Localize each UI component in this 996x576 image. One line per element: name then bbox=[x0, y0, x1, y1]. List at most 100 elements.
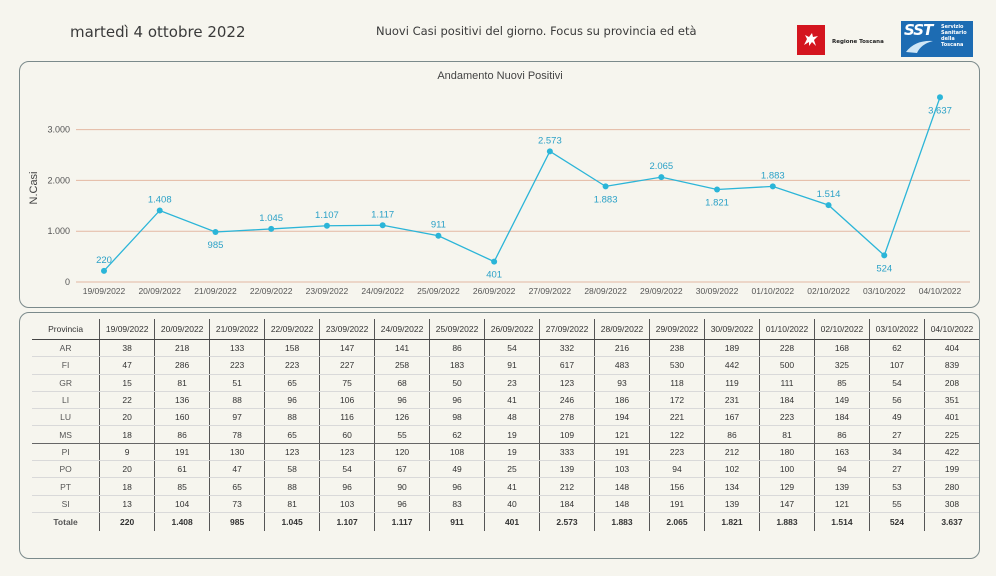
data-point bbox=[602, 183, 609, 190]
province-cell: LU bbox=[32, 408, 100, 427]
count-cell: 134 bbox=[703, 477, 760, 496]
count-cell: 223 bbox=[209, 356, 265, 375]
count-cell: 67 bbox=[374, 460, 430, 479]
count-cell: 123 bbox=[264, 443, 320, 462]
count-cell: 18 bbox=[99, 477, 155, 496]
count-cell: 483 bbox=[594, 356, 650, 375]
total-label: Totale bbox=[32, 511, 100, 531]
count-cell: 81 bbox=[264, 495, 320, 513]
count-cell: 19 bbox=[484, 425, 540, 444]
count-cell: 333 bbox=[539, 443, 595, 462]
count-cell: 85 bbox=[154, 477, 210, 496]
data-label: 524 bbox=[876, 263, 892, 274]
data-label: 911 bbox=[431, 220, 446, 231]
count-cell: 122 bbox=[649, 425, 705, 444]
data-label: 1.045 bbox=[259, 213, 283, 224]
column-header-date: 04/10/2022 bbox=[923, 319, 979, 340]
column-header-date: 25/09/2022 bbox=[429, 319, 485, 340]
column-header-date: 28/09/2022 bbox=[594, 319, 650, 340]
count-cell: 325 bbox=[813, 356, 870, 375]
count-cell: 184 bbox=[813, 408, 870, 427]
total-cell: 1.883 bbox=[594, 511, 650, 531]
data-point bbox=[491, 258, 498, 265]
count-cell: 212 bbox=[703, 443, 760, 462]
table-row: MS 18 86 78 65 60 55 62 19 109 121 122 86 81 86 27 225 bbox=[32, 425, 979, 444]
x-tick-label: 25/09/2022 bbox=[417, 286, 460, 296]
x-tick-label: 23/09/2022 bbox=[306, 286, 349, 296]
count-cell: 442 bbox=[703, 356, 760, 375]
count-cell: 148 bbox=[594, 495, 650, 513]
count-cell: 54 bbox=[484, 339, 540, 358]
province-cell: LI bbox=[32, 391, 100, 410]
data-point bbox=[937, 94, 943, 101]
x-tick-label: 24/09/2022 bbox=[361, 286, 404, 296]
data-label: 1.514 bbox=[817, 189, 841, 200]
table-row: FI 47 286 223 223 227 258 183 91 617 483 530 442 500 3… bbox=[32, 356, 979, 375]
y-tick-label: 3.000 bbox=[47, 125, 70, 135]
count-cell: 401 bbox=[923, 408, 979, 427]
count-cell: 51 bbox=[209, 374, 265, 392]
count-cell: 286 bbox=[154, 356, 210, 375]
count-cell: 98 bbox=[429, 408, 485, 427]
total-cell: 911 bbox=[429, 511, 485, 531]
count-cell: 258 bbox=[374, 356, 430, 375]
data-label: 1.408 bbox=[148, 194, 172, 205]
count-cell: 218 bbox=[154, 339, 210, 358]
count-cell: 208 bbox=[923, 374, 979, 392]
count-cell: 332 bbox=[539, 339, 595, 358]
total-cell: 1.883 bbox=[758, 511, 815, 531]
count-cell: 49 bbox=[868, 408, 925, 427]
count-cell: 500 bbox=[758, 356, 815, 375]
count-cell: 100 bbox=[758, 460, 815, 479]
data-label: 1.117 bbox=[371, 209, 394, 220]
count-cell: 223 bbox=[264, 356, 320, 375]
data-point bbox=[546, 148, 553, 155]
count-cell: 81 bbox=[154, 374, 210, 392]
x-tick-label: 30/09/2022 bbox=[696, 286, 739, 296]
count-cell: 160 bbox=[154, 408, 210, 427]
column-header-date: 23/09/2022 bbox=[319, 319, 375, 340]
total-cell: 1.821 bbox=[703, 511, 760, 531]
count-cell: 90 bbox=[374, 477, 430, 496]
count-cell: 15 bbox=[99, 374, 155, 392]
line-chart: Andamento Nuovi Positivi N.Casi 0 1.000 2.… bbox=[28, 70, 970, 296]
sst-text: Servizio Sanitario della Toscana bbox=[941, 24, 967, 48]
data-point bbox=[379, 222, 386, 229]
count-cell: 223 bbox=[758, 408, 815, 427]
total-cell: 1.117 bbox=[374, 511, 430, 531]
count-cell: 96 bbox=[319, 477, 375, 496]
count-cell: 48 bbox=[484, 408, 540, 427]
count-cell: 86 bbox=[703, 425, 760, 444]
count-cell: 308 bbox=[923, 495, 979, 513]
count-cell: 78 bbox=[209, 425, 265, 444]
column-header-date: 30/09/2022 bbox=[703, 319, 760, 340]
count-cell: 404 bbox=[923, 339, 979, 358]
count-cell: 139 bbox=[539, 460, 595, 479]
count-cell: 83 bbox=[429, 495, 485, 513]
count-cell: 158 bbox=[264, 339, 320, 358]
x-tick-label: 21/09/2022 bbox=[194, 286, 237, 296]
count-cell: 94 bbox=[649, 460, 705, 479]
count-cell: 106 bbox=[319, 391, 375, 410]
count-cell: 351 bbox=[923, 391, 979, 410]
total-cell: 2.065 bbox=[649, 511, 705, 531]
data-label: 401 bbox=[486, 270, 502, 281]
column-header-date: 01/10/2022 bbox=[758, 319, 815, 340]
count-cell: 156 bbox=[649, 477, 705, 496]
count-cell: 130 bbox=[209, 443, 265, 462]
data-label: 1.821 bbox=[705, 198, 729, 209]
x-tick-label: 01/10/2022 bbox=[752, 286, 795, 296]
column-header-date: 29/09/2022 bbox=[649, 319, 705, 340]
table-row: GR 15 81 51 65 75 68 50 23 123 93 118 119 111 85 54 208 bbox=[32, 374, 979, 392]
count-cell: 191 bbox=[154, 443, 210, 462]
column-header-date: 20/09/2022 bbox=[154, 319, 210, 340]
count-cell: 86 bbox=[813, 425, 870, 444]
count-cell: 147 bbox=[319, 339, 375, 358]
data-point bbox=[881, 252, 888, 259]
regione-toscana-text: Regione Toscana bbox=[832, 39, 884, 45]
count-cell: 184 bbox=[758, 391, 815, 410]
count-cell: 86 bbox=[154, 425, 210, 444]
count-cell: 65 bbox=[209, 477, 265, 496]
count-cell: 40 bbox=[484, 495, 540, 513]
count-cell: 13 bbox=[99, 495, 155, 513]
